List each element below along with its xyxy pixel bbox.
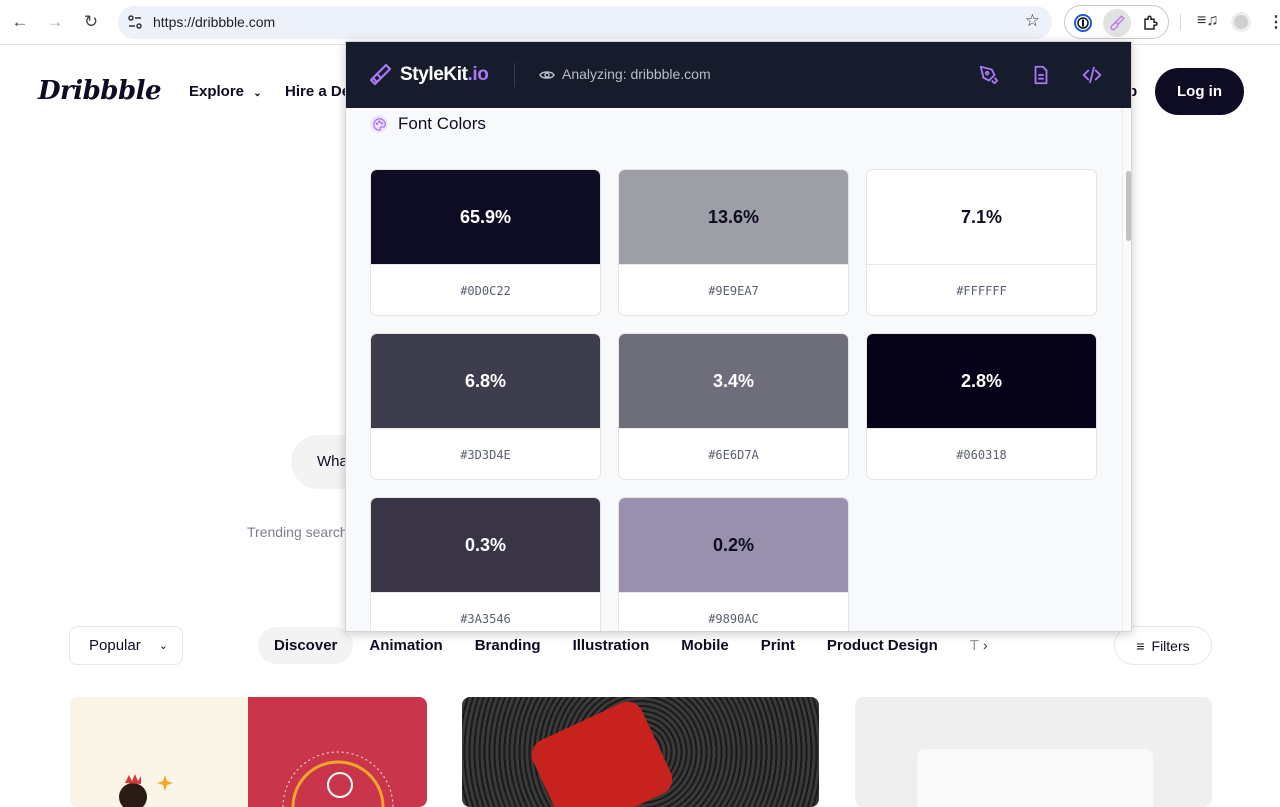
- browser-toolbar: ← → ↻ https://dribbble.com ☆ ≡♫ ⋮: [0, 0, 1280, 45]
- document-icon[interactable]: [1030, 64, 1052, 86]
- shot-card-audio-plugin[interactable]: [855, 697, 1212, 807]
- chevron-down-icon: ⌄: [158, 640, 168, 652]
- address-bar[interactable]: https://dribbble.com ☆: [118, 6, 1052, 39]
- tab-branding[interactable]: Branding: [474, 636, 541, 654]
- shot-card-finance-app[interactable]: [462, 697, 819, 807]
- toolbar-divider: [1180, 14, 1181, 30]
- shot-card-gillespie-farms[interactable]: [70, 697, 427, 807]
- phone-mockup: [526, 697, 678, 807]
- section-title: Font Colors: [398, 114, 486, 133]
- tab-truncated[interactable]: T: [969, 636, 979, 654]
- color-card[interactable]: 7.1% #FFFFFF: [866, 169, 1097, 316]
- site-settings-icon[interactable]: [126, 13, 144, 31]
- color-hex[interactable]: #6E6D7A: [619, 428, 848, 479]
- search-placeholder: Wha: [317, 453, 348, 470]
- sort-dropdown[interactable]: Popular ⌄: [69, 626, 183, 665]
- nav-explore[interactable]: Explore ⌄: [189, 83, 262, 100]
- color-swatch: 2.8%: [867, 334, 1096, 428]
- scrollbar-thumb[interactable]: [1126, 171, 1131, 241]
- color-swatch: 65.9%: [371, 170, 600, 264]
- color-hex[interactable]: #FFFFFF: [867, 264, 1096, 315]
- sort-dropdown-value: Popular: [89, 637, 141, 654]
- scrollbar[interactable]: [1122, 108, 1131, 631]
- dribbble-logo[interactable]: Dribbble: [38, 76, 162, 106]
- stylekit-header: StyleKit.io Analyzing: dribbble.com: [346, 42, 1131, 108]
- nav-partial-text[interactable]: p: [1128, 83, 1138, 100]
- tab-discover[interactable]: Discover: [258, 626, 354, 664]
- nav-hire-designer[interactable]: Hire a De: [285, 83, 351, 100]
- chevron-down-icon: ⌄: [253, 88, 262, 99]
- filters-button[interactable]: ≡ Filters: [1114, 626, 1212, 665]
- color-swatch: 3.4%: [619, 334, 848, 428]
- brush-logo-icon: [369, 63, 392, 86]
- category-tabs: Discover Animation Branding Illustration…: [258, 626, 988, 664]
- color-swatch: 0.3%: [371, 498, 600, 592]
- code-icon[interactable]: [1081, 64, 1103, 86]
- tab-print[interactable]: Print: [760, 636, 795, 654]
- color-swatch: 13.6%: [619, 170, 848, 264]
- color-hex[interactable]: #3A3546: [371, 592, 600, 631]
- color-card[interactable]: 6.8% #3D3D4E: [370, 333, 601, 480]
- tab-animation[interactable]: Animation: [369, 636, 443, 654]
- color-card[interactable]: 2.8% #060318: [866, 333, 1097, 480]
- color-swatch: 6.8%: [371, 334, 600, 428]
- stylekit-popup: StyleKit.io Analyzing: dribbble.com Font…: [345, 41, 1132, 632]
- filter-lines-icon: ≡: [1136, 637, 1145, 654]
- color-card[interactable]: 0.3% #3A3546: [370, 497, 601, 631]
- tab-product-design[interactable]: Product Design: [826, 636, 938, 654]
- stylekit-brand: StyleKit.io: [400, 64, 489, 86]
- login-button[interactable]: Log in: [1155, 68, 1244, 115]
- header-divider: [514, 63, 515, 87]
- color-card[interactable]: 65.9% #0D0C22: [370, 169, 601, 316]
- reload-icon: ↻: [83, 12, 99, 31]
- star-icon[interactable]: ☆: [1024, 11, 1040, 30]
- color-swatch: 7.1%: [867, 170, 1096, 264]
- extensions-group: [1064, 5, 1169, 39]
- color-card[interactable]: 3.4% #6E6D7A: [618, 333, 849, 480]
- puzzle-extensions-icon[interactable]: [1137, 9, 1165, 37]
- 1password-icon[interactable]: [1069, 9, 1097, 37]
- analyzing-status: Analyzing: dribbble.com: [562, 66, 711, 82]
- color-hex[interactable]: #0D0C22: [371, 264, 600, 315]
- arrow-left-icon: ←: [11, 12, 29, 31]
- media-playlist-icon[interactable]: ≡♫: [1197, 12, 1219, 29]
- color-hex[interactable]: #060318: [867, 428, 1096, 479]
- url-text[interactable]: https://dribbble.com: [153, 14, 276, 30]
- palette-icon: [370, 115, 388, 133]
- brand-main: StyleKit: [400, 64, 468, 85]
- color-card[interactable]: 13.6% #9E9EA7: [618, 169, 849, 316]
- shot-image-red-badge: [248, 697, 427, 807]
- plugin-mockup: [917, 749, 1153, 807]
- chevron-right-icon[interactable]: ›: [982, 637, 988, 653]
- rooster-illustration: [119, 774, 173, 807]
- section-header: Font Colors: [370, 114, 486, 134]
- nav-explore-label: Explore: [189, 83, 245, 100]
- stylekit-brush-icon[interactable]: [1103, 9, 1131, 37]
- arrow-right-icon: →: [46, 12, 64, 31]
- back-button[interactable]: ←: [10, 11, 30, 33]
- color-hex[interactable]: #9890AC: [619, 592, 848, 631]
- eye-icon: [539, 71, 555, 79]
- forward-button[interactable]: →: [45, 11, 65, 33]
- reload-button[interactable]: ↻: [81, 11, 101, 33]
- color-hex[interactable]: #9E9EA7: [619, 264, 848, 315]
- color-swatch: 0.2%: [619, 498, 848, 592]
- pen-tool-icon[interactable]: [978, 64, 1000, 86]
- trending-searches-label: Trending search: [247, 524, 348, 540]
- tab-illustration[interactable]: Illustration: [572, 636, 650, 654]
- brand-suffix: .io: [467, 64, 489, 85]
- filters-label: Filters: [1151, 637, 1190, 654]
- color-hex[interactable]: #3D3D4E: [371, 428, 600, 479]
- kebab-menu-icon[interactable]: ⋮: [1268, 14, 1280, 31]
- profile-avatar-icon[interactable]: [1231, 12, 1251, 32]
- tab-mobile[interactable]: Mobile: [681, 636, 729, 654]
- color-card[interactable]: 0.2% #9890AC: [618, 497, 849, 631]
